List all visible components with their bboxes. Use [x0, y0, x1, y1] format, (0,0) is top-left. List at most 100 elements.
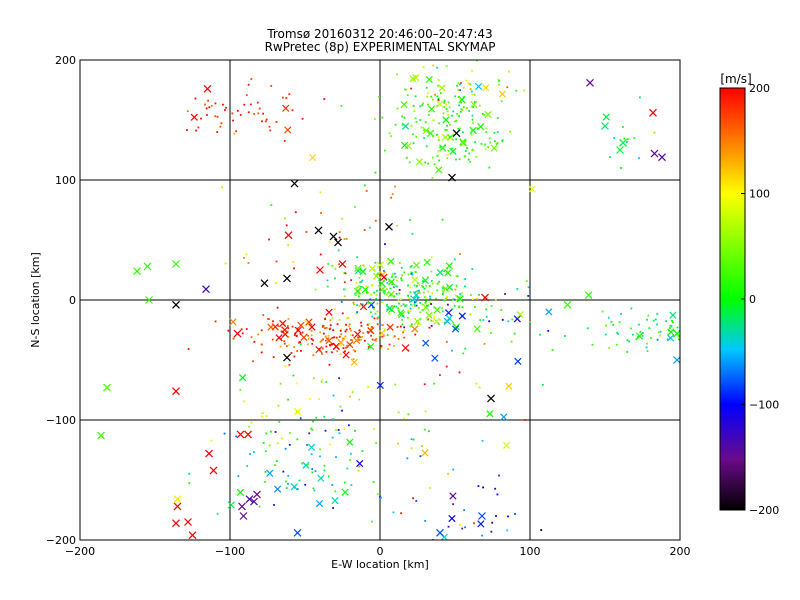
cross-marker [478, 512, 486, 520]
dot-marker [334, 277, 336, 280]
dot-marker [390, 196, 393, 199]
dot-marker [407, 413, 410, 416]
dot-marker [436, 133, 438, 136]
dot-marker [348, 343, 351, 346]
dot-marker [269, 430, 272, 433]
dot-marker [471, 69, 473, 72]
dot-marker [371, 284, 374, 287]
dot-marker [283, 139, 286, 142]
dot-marker [423, 383, 426, 386]
dot-marker [415, 285, 418, 287]
dot-marker [355, 282, 358, 285]
dot-marker [289, 432, 291, 434]
dot-marker [465, 79, 468, 82]
cross-marker [619, 138, 627, 147]
dot-marker [239, 114, 242, 116]
dot-marker [413, 284, 416, 287]
dot-marker [437, 97, 440, 100]
dot-marker [249, 103, 252, 106]
dot-marker [417, 323, 419, 325]
dot-marker [310, 337, 313, 340]
dot-marker [408, 161, 411, 164]
dot-marker [291, 109, 294, 112]
dot-marker [446, 157, 449, 160]
dot-marker [194, 97, 197, 100]
dot-marker [433, 382, 436, 385]
dot-marker [431, 292, 434, 295]
cross-marker [307, 443, 316, 451]
dot-marker [419, 302, 422, 304]
dot-marker [506, 86, 509, 89]
dot-marker [527, 295, 530, 297]
dot-marker [646, 318, 648, 321]
dot-marker [496, 117, 499, 119]
dot-marker [253, 113, 256, 115]
cross-marker [341, 488, 349, 496]
cross-marker [294, 326, 302, 334]
dot-marker [445, 129, 448, 131]
dot-marker [416, 297, 419, 299]
dot-marker [262, 442, 265, 444]
dot-marker [605, 324, 607, 327]
dot-marker [413, 304, 416, 307]
dot-marker [601, 310, 604, 313]
dot-marker [452, 298, 454, 301]
dot-marker [216, 512, 219, 515]
dot-marker [256, 101, 259, 104]
dot-marker [607, 316, 610, 319]
cross-marker [673, 356, 680, 364]
dot-marker [657, 331, 660, 334]
dot-marker [622, 126, 624, 128]
dot-marker [464, 150, 467, 152]
dot-marker [338, 231, 341, 233]
dot-marker [423, 129, 426, 132]
dot-marker [404, 88, 406, 91]
dot-marker [470, 90, 473, 93]
dot-marker [475, 60, 478, 62]
dot-marker [489, 332, 492, 334]
dot-marker [287, 317, 290, 320]
dot-marker [376, 272, 379, 275]
dot-marker [319, 331, 321, 334]
dot-marker [197, 126, 200, 129]
cross-marker [584, 291, 593, 300]
dot-marker [484, 148, 487, 151]
x-axis-label: E-W location [km] [331, 558, 429, 571]
dot-marker [285, 224, 288, 227]
cross-marker [401, 344, 410, 352]
dot-marker [288, 93, 291, 96]
dot-marker [188, 472, 191, 475]
cross-marker [238, 502, 246, 511]
dot-marker [469, 88, 472, 91]
dot-marker [338, 236, 341, 239]
dot-marker [626, 351, 629, 353]
dot-marker [443, 299, 446, 302]
dot-marker [385, 293, 388, 296]
dot-marker [419, 311, 422, 314]
cross-marker [236, 430, 245, 439]
cross-marker [203, 84, 212, 93]
dot-marker [433, 163, 436, 166]
cross-marker [172, 387, 180, 396]
dot-marker [510, 340, 513, 343]
dot-marker [186, 110, 189, 113]
dot-marker [403, 329, 406, 332]
dot-marker [301, 462, 304, 465]
cross-marker [308, 323, 316, 331]
dot-marker [384, 243, 386, 246]
dot-marker [283, 332, 286, 335]
y-tick-label: −200 [46, 534, 76, 547]
dot-marker [267, 318, 269, 320]
dot-marker [646, 342, 648, 345]
dot-marker [630, 307, 633, 310]
dot-marker [396, 73, 398, 76]
cross-marker [387, 305, 396, 314]
dot-marker [223, 109, 226, 111]
dot-marker [361, 335, 364, 338]
dot-marker [346, 467, 349, 470]
dot-marker [386, 303, 388, 306]
dot-marker [207, 99, 210, 102]
dot-marker [656, 338, 659, 341]
dot-marker [397, 338, 400, 340]
cross-marker [514, 357, 522, 366]
